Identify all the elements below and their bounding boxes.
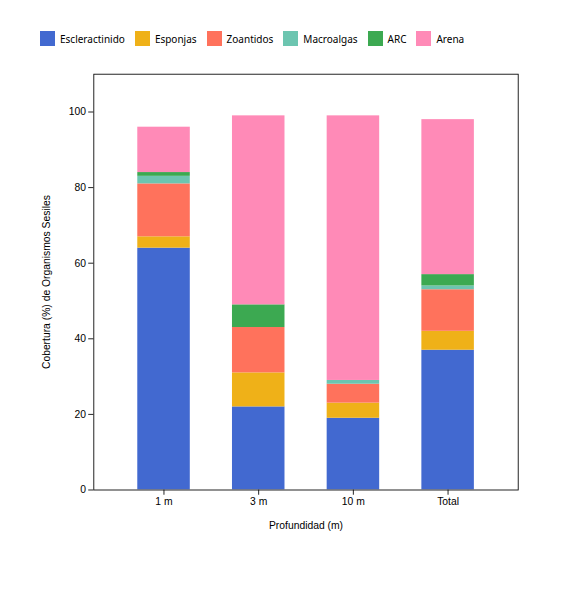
svg-text:Profundidad (m): Profundidad (m) [269, 520, 343, 531]
svg-text:Cobertura (%) de Organismos Se: Cobertura (%) de Organismos Sesiles [41, 195, 52, 369]
svg-text:40: 40 [75, 333, 87, 344]
html-text:Macroalgas: Macroalgas [303, 31, 358, 46]
svg-text:60: 60 [75, 258, 87, 269]
svg-text:3 m: 3 m [250, 496, 267, 507]
svg-text:0: 0 [80, 484, 86, 495]
html-text:ARC: ARC [387, 31, 407, 46]
svg-text:Total: Total [437, 496, 459, 507]
html-text:Esponjas: Esponjas [154, 31, 197, 46]
svg-text:10 m: 10 m [342, 496, 365, 507]
html-text:Escleractinido: Escleractinido [60, 31, 125, 46]
svg-text:80: 80 [75, 182, 87, 193]
html-text:Zoantidos: Zoantidos [226, 31, 274, 46]
svg-text:100: 100 [69, 106, 86, 117]
svg-text:1 m: 1 m [155, 496, 172, 507]
html-text:Arena: Arena [436, 31, 465, 46]
svg-text:20: 20 [75, 409, 87, 420]
